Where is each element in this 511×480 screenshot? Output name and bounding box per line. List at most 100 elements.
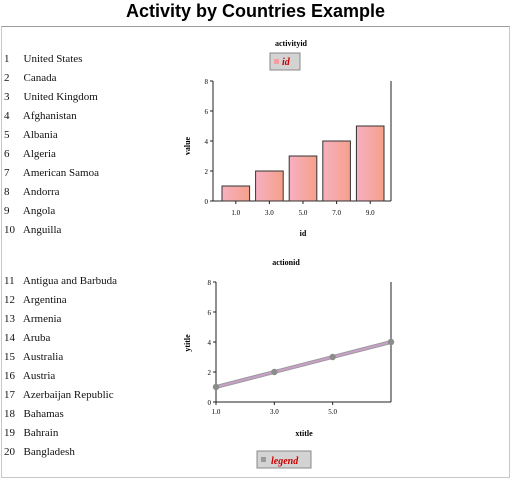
country-list-item: 12 Argentina	[4, 291, 117, 310]
country-name: Bahamas	[23, 408, 64, 420]
country-number: 1	[4, 53, 10, 65]
bar-chart-legend-label: id	[282, 57, 291, 68]
country-number: 5	[4, 129, 10, 141]
country-number: 10	[4, 224, 15, 236]
country-number: 14	[4, 332, 15, 344]
bar-chart-x-tick-label: 9.0	[366, 209, 375, 217]
country-name: Antigua and Barbuda	[22, 275, 117, 287]
bar-chart-y-tick-label: 8	[205, 78, 209, 86]
bar	[255, 170, 284, 202]
country-list-item: 19 Bahrain	[4, 424, 117, 443]
country-name: Andorra	[22, 186, 60, 198]
country-name: United States	[23, 53, 83, 65]
country-list-item: 4 Afghanistan	[4, 107, 99, 126]
bar	[355, 125, 385, 202]
country-list-item: 11 Antigua and Barbuda	[4, 272, 117, 291]
line-point	[271, 368, 278, 376]
bar-chart-y-axis-label: value	[183, 136, 192, 155]
country-name: Anguilla	[22, 224, 62, 236]
page-title: Activity by Countries Example	[125, 1, 386, 21]
line-chart-title: actionid	[272, 258, 300, 267]
country-name: Canada	[23, 72, 57, 84]
country-number: 4	[4, 110, 10, 122]
country-list-item: 14 Aruba	[4, 329, 117, 348]
line-chart-y-tick-label: 8	[208, 279, 212, 287]
country-name: Algeria	[22, 148, 56, 160]
bar-chart-title: activityid	[275, 39, 308, 48]
line-chart: actionid ytitle xtitle legend 0 2 4 6 8 1.0 3.…	[183, 258, 395, 469]
country-list-item: 18 Bahamas	[4, 405, 117, 424]
line-chart-y-tick-label: 4	[208, 339, 212, 347]
country-name: Australia	[22, 351, 64, 363]
line-chart-legend[interactable]: legend	[256, 450, 312, 469]
bar-chart-y-tick-label: 0	[205, 198, 209, 206]
line-point	[387, 338, 395, 346]
bar-chart-legend-swatch	[274, 59, 279, 64]
line-chart-legend-box	[256, 450, 312, 469]
country-number: 13	[4, 313, 15, 325]
line-chart-x-tick-label: 5.0	[328, 408, 337, 416]
bar-chart-x-tick-label: 3.0	[265, 209, 274, 217]
country-name: United Kingdom	[23, 91, 98, 103]
bar	[322, 140, 351, 202]
line-chart-y-tick-label: 0	[208, 399, 212, 407]
country-name: Afghanistan	[22, 110, 77, 122]
country-number: 6	[4, 148, 10, 160]
country-name: Armenia	[22, 313, 62, 325]
country-list-item: 8 Andorra	[4, 183, 99, 202]
bar	[288, 155, 318, 202]
country-list-item: 7 American Samoa	[4, 164, 99, 183]
line-point	[329, 353, 336, 361]
line-chart-legend-swatch	[261, 457, 266, 462]
line-chart-y-tick-label: 6	[208, 309, 212, 317]
line-chart-x-axis-label: xtitle	[295, 429, 313, 438]
line-chart-x-tick-label: 3.0	[270, 408, 279, 416]
country-list-item: 9 Angola	[4, 202, 99, 221]
bar-chart-legend-box	[269, 52, 301, 71]
country-number: 20	[4, 446, 15, 458]
country-list-item: 5 Albania	[4, 126, 99, 145]
bar-chart-y-tick-label: 4	[205, 138, 209, 146]
country-name: Argentina	[22, 294, 67, 306]
country-list-item: 6 Algeria	[4, 145, 99, 164]
bar	[221, 185, 251, 202]
bar-chart-x-tick-label: 5.0	[299, 209, 308, 217]
country-name: Bahrain	[23, 427, 59, 439]
country-list-item: 17 Azerbaijan Republic	[4, 386, 117, 405]
bar-chart-x-axis-label: id	[300, 229, 307, 238]
line-chart-y-axis-label: ytitle	[183, 334, 192, 352]
country-number: 18	[4, 408, 15, 420]
bar-chart-x-tick-label: 7.0	[332, 209, 341, 217]
line-chart-y-tick-label: 2	[208, 369, 212, 377]
country-number: 19	[4, 427, 15, 439]
country-list-1: 1 United States 2 Canada 3 United Kingdom 4…	[4, 50, 99, 240]
country-number: 16	[4, 370, 15, 382]
bar-chart-x-tick-label: 1.0	[231, 209, 240, 217]
country-number: 8	[4, 186, 10, 198]
bar-chart-legend[interactable]: id	[269, 52, 301, 71]
country-number: 2	[4, 72, 10, 84]
country-name: Bangladesh	[23, 446, 75, 458]
country-list-item: 2 Canada	[4, 69, 99, 88]
country-list-item: 20 Bangladesh	[4, 443, 117, 462]
bar-chart-y-tick-label: 6	[205, 108, 209, 116]
country-name: American Samoa	[22, 167, 99, 179]
country-list-item: 10 Anguilla	[4, 221, 99, 240]
country-number: 15	[4, 351, 15, 363]
country-number: 7	[4, 167, 10, 179]
country-list-item: 1 United States	[4, 50, 99, 69]
bar-chart-y-tick-label: 2	[205, 168, 209, 176]
country-list-item: 13 Armenia	[4, 310, 117, 329]
country-name: Aruba	[22, 332, 51, 344]
country-number: 3	[4, 91, 10, 103]
country-list-item: 3 United Kingdom	[4, 88, 99, 107]
country-name: Azerbaijan Republic	[22, 389, 114, 401]
content-frame	[1, 26, 510, 478]
bar-chart: activityid id value id 0 2 4 6 8 1.0 3.0 5.0 7.0…	[183, 39, 392, 238]
country-name: Angola	[22, 205, 56, 217]
country-number: 9	[4, 205, 10, 217]
line-chart-x-tick-label: 1.0	[212, 408, 221, 416]
country-number: 11	[4, 275, 15, 287]
line-series	[215, 341, 392, 388]
